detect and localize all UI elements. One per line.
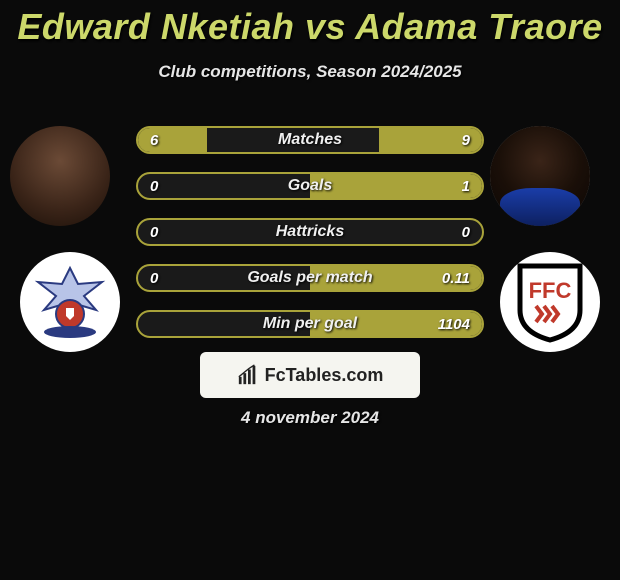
stat-value-right: 1104 bbox=[438, 312, 470, 336]
stat-label: Hattricks bbox=[138, 220, 482, 244]
watermark-text: FcTables.com bbox=[265, 365, 384, 386]
crystal-palace-crest-icon bbox=[30, 262, 110, 342]
page-title: Edward Nketiah vs Adama Traore bbox=[0, 0, 620, 48]
stat-label: Goals bbox=[138, 174, 482, 198]
club-right-crest: FFC bbox=[500, 252, 600, 352]
stat-row: 0Goals per match0.11 bbox=[136, 264, 484, 292]
bar-chart-icon bbox=[237, 364, 259, 386]
club-left-crest bbox=[20, 252, 120, 352]
stat-row: Min per goal1104 bbox=[136, 310, 484, 338]
stat-value-right: 0.11 bbox=[442, 266, 470, 290]
stat-value-right: 1 bbox=[462, 174, 470, 198]
player-silhouette-icon bbox=[490, 126, 590, 226]
stat-label: Matches bbox=[138, 128, 482, 152]
player-right-avatar bbox=[490, 126, 590, 226]
stats-bars: 6Matches90Goals10Hattricks00Goals per ma… bbox=[136, 126, 484, 356]
stat-row: 6Matches9 bbox=[136, 126, 484, 154]
stat-label: Goals per match bbox=[138, 266, 482, 290]
watermark: FcTables.com bbox=[200, 352, 420, 398]
stat-label: Min per goal bbox=[138, 312, 482, 336]
stat-row: 0Goals1 bbox=[136, 172, 484, 200]
date-label: 4 november 2024 bbox=[0, 408, 620, 428]
fulham-crest-icon: FFC bbox=[514, 260, 586, 344]
svg-text:FFC: FFC bbox=[529, 278, 572, 303]
subtitle: Club competitions, Season 2024/2025 bbox=[0, 62, 620, 82]
stat-value-right: 9 bbox=[462, 128, 470, 152]
stat-value-right: 0 bbox=[462, 220, 470, 244]
player-silhouette-icon bbox=[10, 126, 110, 226]
player-left-avatar bbox=[10, 126, 110, 226]
stat-row: 0Hattricks0 bbox=[136, 218, 484, 246]
